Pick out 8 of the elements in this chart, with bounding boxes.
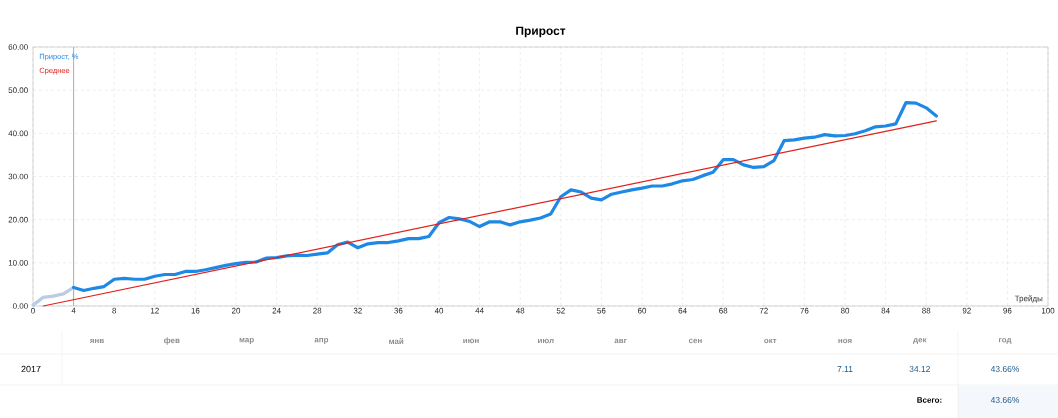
text: 43.66% [990,397,1020,403]
text: 7.11 [837,366,853,372]
line-series [72,101,938,293]
chart-title: Прирост [516,26,566,38]
text: 2017 [21,365,41,373]
text: 34.12 [909,366,930,372]
text: 43.66% [990,366,1020,372]
line-series [31,285,76,307]
